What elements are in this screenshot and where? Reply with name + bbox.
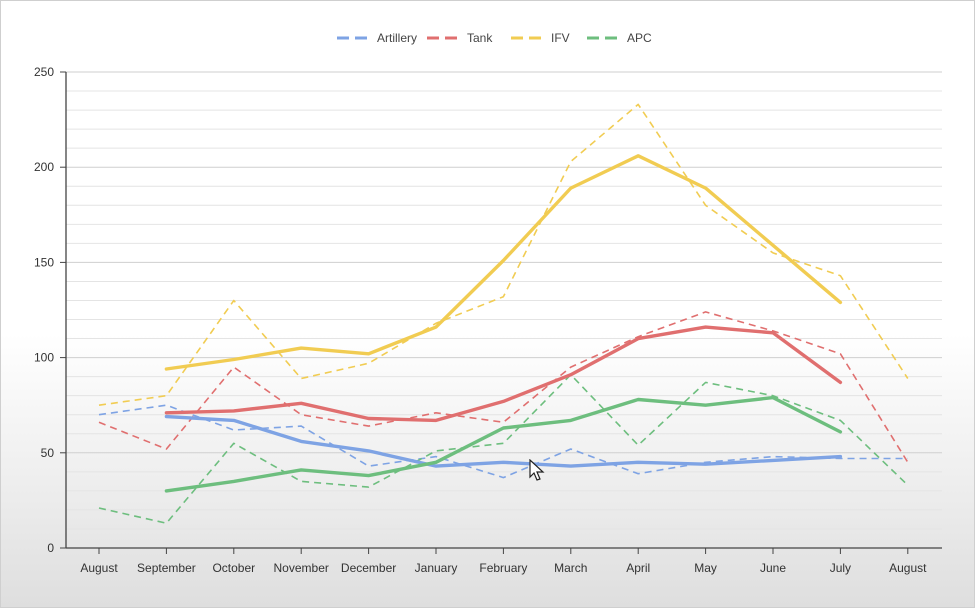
legend-label-ifv: IFV <box>551 31 570 45</box>
x-tick-label: November <box>274 561 329 575</box>
apc-dashed-line <box>98 373 909 524</box>
legend-item-ifv[interactable]: IFV <box>511 31 570 45</box>
mouse-cursor-icon <box>529 459 545 481</box>
y-tick-label: 150 <box>34 255 54 269</box>
tank-dashed-line <box>98 311 909 463</box>
y-tick-label: 50 <box>41 446 55 460</box>
legend-item-tank[interactable]: Tank <box>427 31 493 45</box>
x-tick-label: September <box>137 561 196 575</box>
tank-solid-line <box>164 325 843 423</box>
series-lines <box>98 103 909 524</box>
y-tick-label: 100 <box>34 351 54 365</box>
x-tick-label: June <box>760 561 786 575</box>
x-tick-label: August <box>889 561 927 575</box>
apc-solid-line <box>164 395 843 493</box>
x-axis-ticks: August September October November December Ja… <box>80 548 927 575</box>
legend-label-artillery: Artillery <box>377 31 417 45</box>
artillery-dashed-line <box>98 404 908 479</box>
legend-item-artillery[interactable]: Artillery <box>337 31 417 45</box>
x-tick-label: December <box>341 561 396 575</box>
y-tick-label: 200 <box>34 160 54 174</box>
artillery-solid-line <box>164 414 843 468</box>
x-tick-label: October <box>212 561 255 575</box>
x-tick-label: February <box>479 561 527 575</box>
ifv-solid-line <box>164 154 843 371</box>
x-tick-label: August <box>80 561 118 575</box>
ifv-dashed-line <box>98 103 909 406</box>
axes <box>65 72 942 549</box>
x-tick-label: April <box>626 561 650 575</box>
y-axis-ticks: 0 50 100 150 200 250 <box>34 65 66 555</box>
y-tick-label: 250 <box>34 65 54 79</box>
legend-label-apc: APC <box>627 31 652 45</box>
x-tick-label: March <box>554 561 587 575</box>
x-tick-label: May <box>694 561 717 575</box>
x-tick-label: July <box>830 561 851 575</box>
legend-item-apc[interactable]: APC <box>587 31 652 45</box>
y-tick-label: 0 <box>47 541 54 555</box>
legend[interactable]: Artillery Tank IFV APC <box>337 31 652 45</box>
x-tick-label: January <box>415 561 458 575</box>
gridlines <box>66 71 942 530</box>
legend-label-tank: Tank <box>467 31 493 45</box>
